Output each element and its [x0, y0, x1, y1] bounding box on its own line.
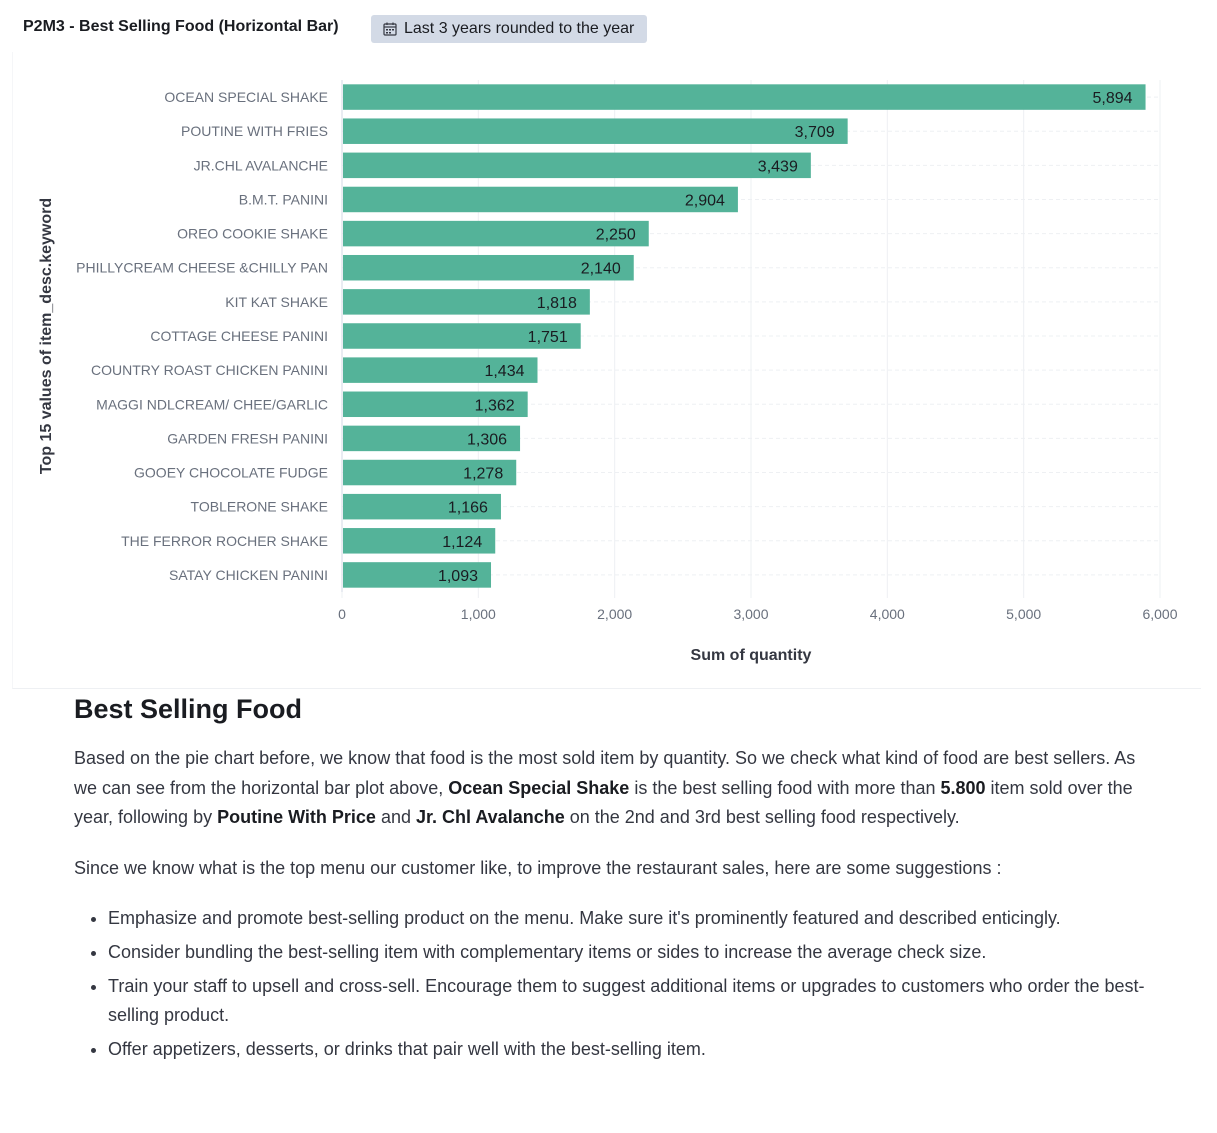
bar — [343, 357, 538, 383]
x-tick-label: 2,000 — [597, 606, 632, 622]
data-label: 1,306 — [467, 431, 507, 448]
horizontal-bar-chart: 0 1,000 2,000 3,000 4,000 5,000 6,000 OCEAN SPE… — [38, 80, 1178, 664]
suggestion-list: Emphasize and promote best-selling produ… — [74, 904, 1154, 1064]
bar — [343, 562, 492, 588]
category-label: GARDEN FRESH PANINI — [167, 430, 328, 446]
data-label: 1,124 — [442, 534, 482, 551]
bar — [343, 391, 528, 418]
bar — [343, 186, 738, 213]
bar — [343, 84, 1146, 110]
x-axis-title: Sum of quantity — [691, 647, 812, 664]
x-tick-label: 5,000 — [1006, 606, 1041, 622]
data-label: 1,278 — [463, 466, 503, 483]
text-span: on the 2nd and 3rd best selling food res… — [564, 807, 960, 827]
panel-title: P2M3 - Best Selling Food (Horizontal Bar… — [23, 18, 339, 35]
category-label: OCEAN SPECIAL SHAKE — [164, 89, 328, 105]
category-label: PHILLYCREAM CHEESE &CHILLY PAN — [76, 260, 328, 276]
x-tick-label: 3,000 — [733, 606, 768, 622]
category-label: SATAY CHICKEN PANINI — [169, 567, 328, 583]
x-tick-label: 0 — [338, 606, 346, 622]
category-label: COTTAGE CHEESE PANINI — [150, 328, 328, 344]
y-axis-title: Top 15 values of item_desc.keyword — [38, 198, 55, 474]
category-label: POUTINE WITH FRIES — [181, 123, 328, 139]
bar — [343, 118, 848, 144]
bar — [343, 493, 501, 520]
bar — [343, 220, 649, 247]
bar — [343, 528, 496, 554]
category-label: KIT KAT SHAKE — [225, 294, 328, 310]
data-label: 1,362 — [475, 397, 515, 414]
panel-header: P2M3 - Best Selling Food (Horizontal Bar… — [0, 0, 1217, 52]
calendar-icon — [383, 22, 397, 36]
data-label: 1,093 — [438, 568, 478, 585]
suggestion-item: Consider bundling the best-selling item … — [108, 938, 1154, 967]
suggestion-item: Train your staff to upsell and cross-sel… — [108, 972, 1154, 1030]
bar — [343, 425, 521, 452]
markdown-panel: Best Selling Food Based on the pie chart… — [74, 690, 1154, 1069]
data-label: 2,250 — [596, 227, 636, 244]
data-label: 3,709 — [795, 124, 835, 141]
chart-panel: 0 1,000 2,000 3,000 4,000 5,000 6,000 OCEAN SPE… — [12, 52, 1201, 689]
category-label: JR.CHL AVALANCHE — [194, 157, 328, 173]
bold-item-name: Ocean Special Shake — [448, 777, 630, 798]
section-heading: Best Selling Food — [74, 694, 303, 724]
bar — [343, 254, 634, 281]
text-span: is the best selling food with more than — [629, 777, 941, 798]
data-label: 1,434 — [484, 363, 524, 380]
x-tick-label: 4,000 — [870, 606, 905, 622]
time-range-badge[interactable]: Last 3 years rounded to the year — [371, 15, 648, 43]
time-range-label: Last 3 years rounded to the year — [404, 20, 635, 37]
suggestion-item: Emphasize and promote best-selling produ… — [108, 904, 1154, 933]
bold-item-name: Poutine With Price — [217, 807, 376, 827]
bar — [343, 289, 590, 315]
data-label: 1,166 — [448, 500, 488, 517]
bold-item-name: Jr. Chl Avalanche — [415, 807, 565, 827]
category-label: B.M.T. PANINI — [239, 191, 328, 207]
text-span: and — [375, 807, 416, 827]
data-label: 3,439 — [758, 158, 798, 175]
x-tick-label: 1,000 — [461, 606, 496, 622]
data-label: 2,904 — [685, 192, 725, 209]
suggestion-item: Offer appetizers, desserts, or drinks th… — [108, 1035, 1154, 1064]
text-span: item sold over the year, following by — [74, 777, 1133, 828]
bar — [343, 459, 517, 486]
paragraph-analysis: Based on the pie chart before, we know t… — [74, 744, 1154, 833]
category-label: GOOEY CHOCOLATE FUDGE — [134, 465, 328, 481]
data-label: 5,894 — [1093, 90, 1133, 107]
bar — [343, 152, 811, 179]
category-label: TOBLERONE SHAKE — [191, 499, 328, 515]
category-label: MAGGI NDLCREAM/ CHEE/GARLIC — [96, 396, 328, 412]
data-label: 2,140 — [581, 261, 621, 278]
bold-quantity: 5.800 — [940, 777, 986, 798]
paragraph-suggestions-intro: Since we know what is the top menu our c… — [74, 857, 1002, 878]
data-label: 1,818 — [537, 295, 577, 312]
data-label: 1,751 — [528, 329, 568, 346]
text-span: Based on the pie chart before, we know t… — [74, 748, 1136, 798]
category-label: THE FERROR ROCHER SHAKE — [121, 533, 328, 549]
category-label: COUNTRY ROAST CHICKEN PANINI — [91, 362, 328, 378]
bar — [343, 323, 581, 349]
category-label: OREO COOKIE SHAKE — [177, 226, 328, 242]
x-tick-label: 6,000 — [1142, 606, 1177, 622]
